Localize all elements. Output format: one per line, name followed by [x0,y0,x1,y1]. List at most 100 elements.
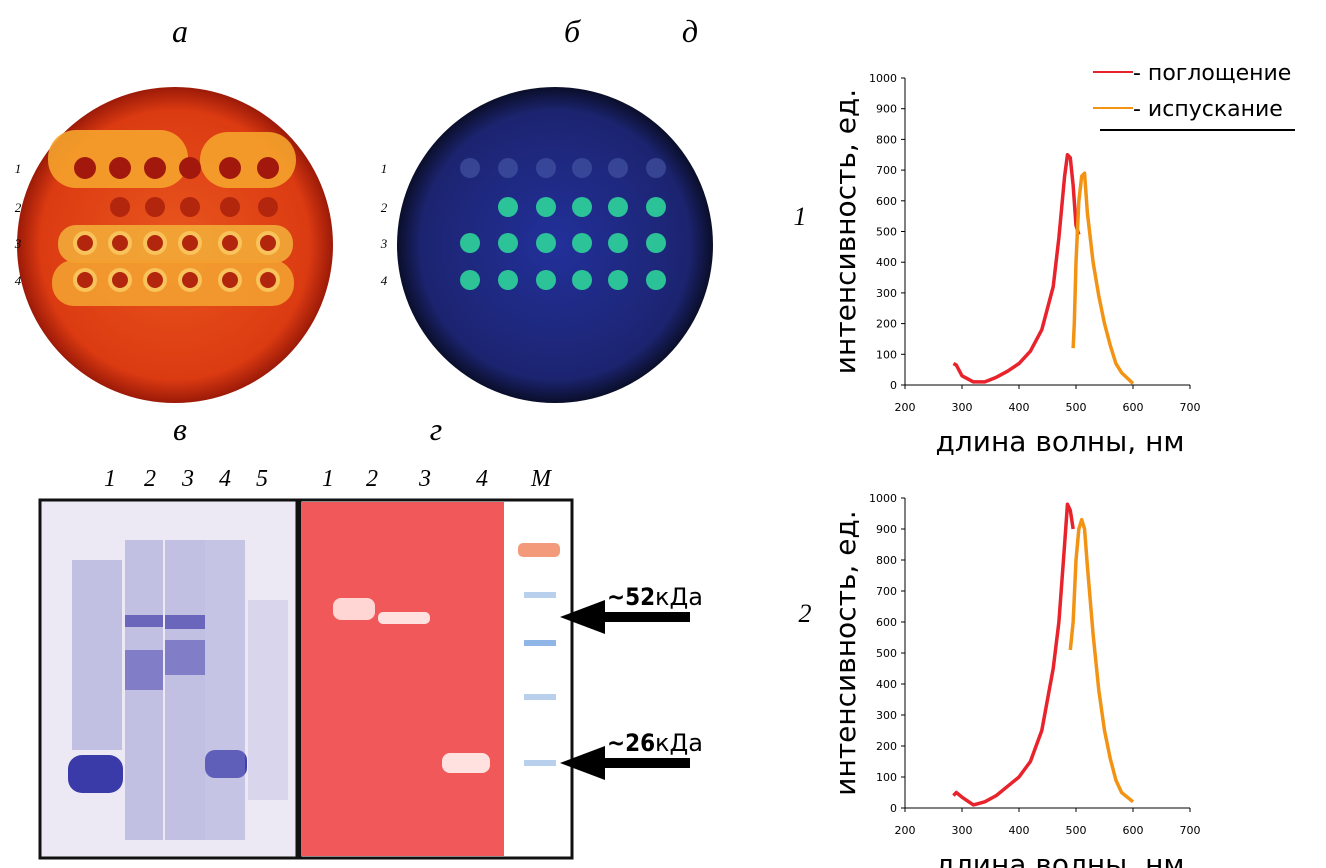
x-tick-label: 400 [1009,401,1030,414]
spot [257,157,279,179]
y-tick-label: 100 [876,348,897,361]
label: 1 [381,161,388,176]
label: г [430,411,442,447]
spot [258,197,278,217]
label: а [172,13,188,49]
label: 2 [366,466,378,492]
y-tick-label: 900 [876,103,897,116]
y-axis-label: интенсивность, ед. [829,89,862,374]
spot [109,157,131,179]
spot [110,270,130,290]
label: 4 [219,466,231,492]
legend-label: - испускание [1133,97,1283,122]
spot [110,233,130,253]
spot [179,157,201,179]
figure: абвгд12341234123451234M~52кДа~26кДа12 01… [0,0,1326,868]
spot [498,270,518,290]
y-tick-label: 800 [876,133,897,146]
spot [572,197,592,217]
y-tick-label: 500 [876,226,897,239]
x-tick-label: 300 [952,824,973,837]
spot [258,270,278,290]
spot [75,270,95,290]
spot [536,197,556,217]
label: б [564,13,581,49]
label: 4 [381,273,388,288]
y-axis-label: интенсивность, ед. [829,510,862,795]
x-tick-label: 600 [1123,824,1144,837]
spot [110,197,130,217]
label: ~26 [607,729,655,757]
x-tick-label: 300 [952,401,973,414]
y-tick-label: 800 [876,554,897,567]
spot [646,233,666,253]
spot [75,233,95,253]
x-tick-label: 400 [1009,824,1030,837]
x-tick-label: 600 [1123,401,1144,414]
spot [608,233,628,253]
label: 3 [418,466,431,492]
spot [536,270,556,290]
y-tick-label: 500 [876,647,897,660]
label: 2 [15,200,22,215]
spot [145,270,165,290]
label: в [173,411,187,447]
x-tick-label: 700 [1180,824,1201,837]
label: 3 [181,466,194,492]
x-tick-label: 200 [895,401,916,414]
spot [180,197,200,217]
label: 4 [15,273,22,288]
label: 1 [15,161,22,176]
spot [572,270,592,290]
y-tick-label: 1000 [869,72,897,85]
spot [608,197,628,217]
y-tick-label: 100 [876,771,897,784]
spot [536,233,556,253]
y-tick-label: 1000 [869,492,897,505]
spot [145,233,165,253]
y-tick-label: 700 [876,164,897,177]
spot [536,158,556,178]
spot [460,233,480,253]
spot [498,233,518,253]
label: 3 [14,236,22,251]
spot [498,158,518,178]
y-tick-label: 900 [876,523,897,536]
spot [180,270,200,290]
label: кДа [655,583,703,611]
line-series [1070,520,1133,802]
spot [258,233,278,253]
spot [219,157,241,179]
spot [498,197,518,217]
label: 2 [799,599,812,628]
line-series [1073,173,1133,383]
y-tick-label: 0 [890,379,897,392]
x-axis-label: длина волны, нм [936,848,1185,868]
label: 5 [256,466,268,492]
y-tick-label: 200 [876,740,897,753]
y-tick-label: 0 [890,802,897,815]
spot [608,270,628,290]
label: 2 [381,200,388,215]
spot [220,197,240,217]
plate-a [17,87,333,403]
label: 1 [322,466,334,492]
spot [572,158,592,178]
line-series [953,504,1073,805]
spot [220,270,240,290]
spot [646,158,666,178]
y-tick-label: 200 [876,318,897,331]
spot [144,157,166,179]
label: M [530,466,553,492]
y-tick-label: 300 [876,287,897,300]
label: кДа [655,729,703,757]
spot [180,233,200,253]
x-tick-label: 700 [1180,401,1201,414]
y-tick-label: 400 [876,256,897,269]
label: 3 [380,236,388,251]
label: 4 [476,466,488,492]
spot [145,197,165,217]
y-tick-label: 400 [876,678,897,691]
x-tick-label: 500 [1066,401,1087,414]
label: 1 [794,202,807,231]
